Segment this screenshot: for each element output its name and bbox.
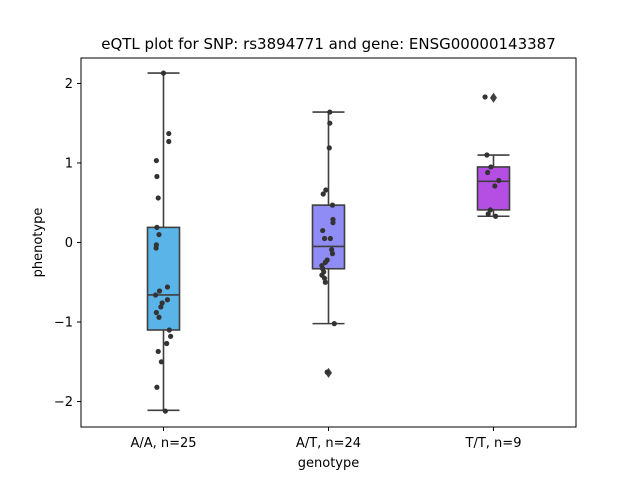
box-group <box>311 111 346 378</box>
box-group <box>476 92 511 218</box>
y-axis-label: phenotype <box>31 208 46 278</box>
data-point <box>154 173 160 180</box>
data-point <box>330 220 336 226</box>
data-point <box>156 288 163 294</box>
data-point <box>156 231 162 238</box>
data-point <box>154 384 160 390</box>
data-point <box>320 227 326 234</box>
y-tick-label: 2 <box>65 77 73 92</box>
y-tick-label: −2 <box>54 395 73 410</box>
data-point <box>158 359 164 365</box>
data-point <box>331 321 337 327</box>
data-point <box>322 259 328 265</box>
data-point <box>159 300 165 306</box>
data-point <box>493 213 499 219</box>
chart-title: eQTL plot for SNP: rs3894771 and gene: E… <box>101 35 556 53</box>
data-point <box>320 191 326 197</box>
data-point <box>329 251 336 257</box>
data-point <box>485 211 491 217</box>
y-tick-label: 1 <box>65 156 73 171</box>
box-group <box>146 72 181 412</box>
data-point <box>327 235 333 242</box>
box-body <box>146 226 181 331</box>
data-point <box>164 340 170 347</box>
data-point <box>323 187 329 193</box>
outlier-marker <box>490 92 497 103</box>
x-tick-label: A/A, n=25 <box>130 436 196 451</box>
y-tick-label: 0 <box>65 236 73 251</box>
x-tick-label: T/T, n=9 <box>465 436 522 451</box>
data-point <box>153 157 159 164</box>
x-axis-label: genotype <box>298 456 359 471</box>
data-point <box>156 314 162 320</box>
x-tick-label: A/T, n=24 <box>296 436 361 451</box>
data-point <box>327 109 333 115</box>
data-point <box>482 94 488 100</box>
data-point <box>487 207 493 213</box>
data-point <box>485 169 491 176</box>
data-point <box>164 284 171 290</box>
data-point <box>496 177 502 184</box>
y-tick-label: −1 <box>54 316 73 331</box>
data-point <box>484 152 490 158</box>
data-point <box>166 130 172 137</box>
data-point <box>492 183 498 189</box>
data-point <box>153 245 159 251</box>
data-point <box>166 327 172 333</box>
data-point <box>327 120 333 126</box>
data-point <box>321 275 328 281</box>
data-point <box>329 247 335 253</box>
data-point <box>488 164 494 170</box>
data-point <box>326 145 332 151</box>
data-point <box>162 408 168 414</box>
data-point <box>153 309 159 316</box>
data-point <box>321 235 328 242</box>
data-point <box>166 138 172 145</box>
data-point <box>322 279 328 285</box>
plot-area: −2 −1 0 1 2 A/A, n=25 A/T, n=24 T/T, n=9 <box>54 57 577 451</box>
data-point <box>329 202 336 208</box>
data-point <box>158 304 164 310</box>
data-point <box>164 297 171 303</box>
data-point <box>168 333 174 339</box>
data-point <box>152 292 159 298</box>
data-point <box>324 369 330 375</box>
box-body <box>476 166 511 211</box>
data-point <box>160 70 167 76</box>
data-point <box>155 348 161 355</box>
data-point <box>154 224 160 230</box>
data-point <box>155 195 161 201</box>
